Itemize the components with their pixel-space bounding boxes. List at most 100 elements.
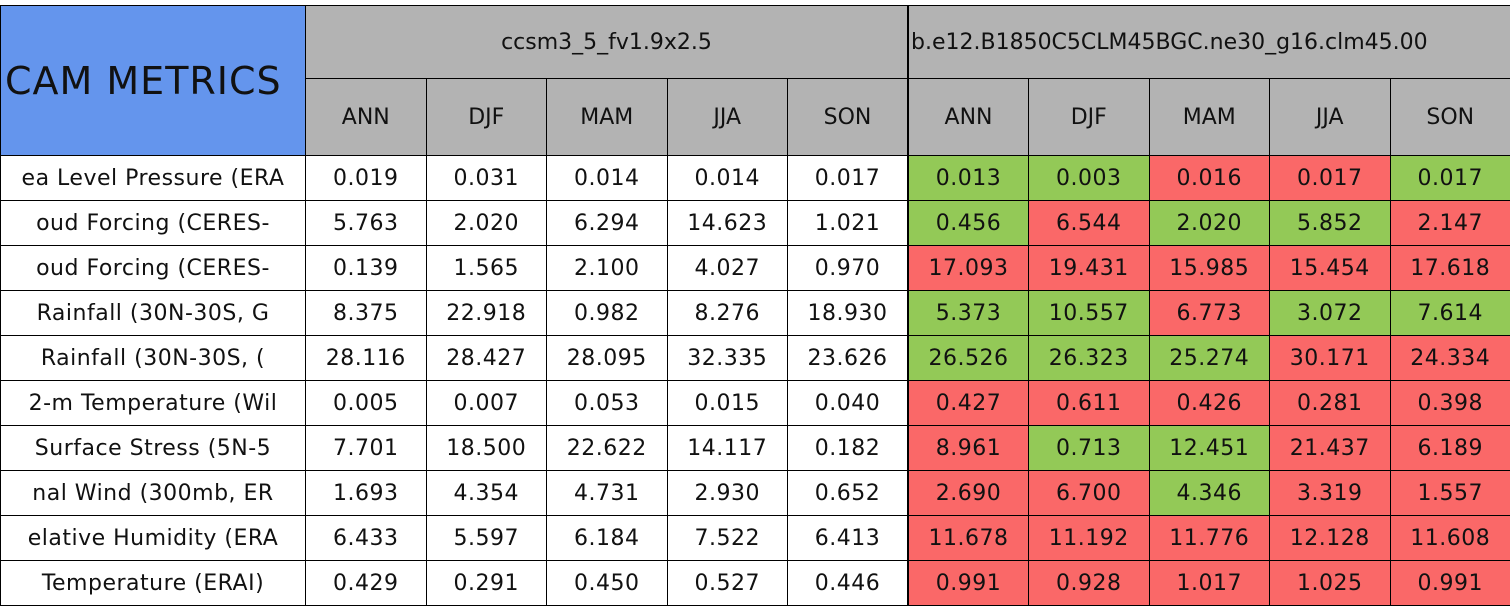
metric-value: 1.017	[1148, 560, 1270, 606]
metric-value: 0.281	[1269, 380, 1391, 426]
metric-value: 0.031	[425, 155, 547, 201]
metric-value: 0.053	[546, 380, 668, 426]
metric-value: 14.117	[666, 425, 788, 471]
metric-value: 0.398	[1389, 380, 1510, 426]
metric-value: 2.020	[425, 200, 547, 246]
metric-value: 0.450	[546, 560, 668, 606]
metric-value: 19.431	[1028, 245, 1150, 291]
metric-value: 12.451	[1148, 425, 1270, 471]
table-wrapper: CAM METRICS ccsm3_5_fv1.9x2.5 b.e12.B1850…	[0, 5, 1510, 606]
metric-value: 0.015	[666, 380, 788, 426]
metric-row: ea Level Pressure (ERA 0.019 0.031 0.014 0.0…	[0, 155, 1510, 201]
metric-value: 6.433	[305, 515, 427, 561]
metric-value: 8.276	[666, 290, 788, 336]
metric-value: 6.294	[546, 200, 668, 246]
metric-value: 11.192	[1028, 515, 1150, 561]
metric-value: 2.100	[546, 245, 668, 291]
metric-value: 0.017	[1389, 155, 1510, 201]
metric-label: Rainfall (30N-30S, G	[0, 290, 306, 336]
metric-value: 15.454	[1269, 245, 1391, 291]
metric-value: 0.014	[546, 155, 668, 201]
metric-value: 0.652	[787, 470, 909, 516]
metric-value: 0.611	[1028, 380, 1150, 426]
metric-label: 2-m Temperature (Wil	[0, 380, 306, 426]
metric-value: 3.319	[1269, 470, 1391, 516]
metric-value: 7.701	[305, 425, 427, 471]
metric-label: nal Wind (300mb, ER	[0, 470, 306, 516]
metric-value: 0.007	[425, 380, 547, 426]
season-header: DJF	[425, 78, 547, 156]
metric-value: 22.918	[425, 290, 547, 336]
metric-value: 3.072	[1269, 290, 1391, 336]
metric-value: 0.040	[787, 380, 909, 426]
metric-value: 0.182	[787, 425, 909, 471]
metric-value: 0.982	[546, 290, 668, 336]
metric-value: 1.025	[1269, 560, 1391, 606]
metric-row: Rainfall (30N-30S, G 8.375 22.918 0.982 8.27…	[0, 290, 1510, 336]
metric-value: 4.346	[1148, 470, 1270, 516]
metric-label: oud Forcing (CERES-	[0, 245, 306, 291]
season-header: MAM	[546, 78, 668, 156]
metric-value: 0.446	[787, 560, 909, 606]
metric-value: 1.557	[1389, 470, 1510, 516]
metric-value: 0.527	[666, 560, 788, 606]
metric-value: 2.147	[1389, 200, 1510, 246]
metric-value: 22.622	[546, 425, 668, 471]
metric-value: 10.557	[1028, 290, 1150, 336]
metric-row: 2-m Temperature (Wil 0.005 0.007 0.053 0.015…	[0, 380, 1510, 426]
season-header: SON	[787, 78, 909, 156]
metric-row: Rainfall (30N-30S, (28.116 28.427 28.095 32…	[0, 335, 1510, 381]
metric-row: nal Wind (300mb, ER 1.693 4.354 4.731 2.930 0…	[0, 470, 1510, 516]
metric-label: oud Forcing (CERES-	[0, 200, 306, 246]
metric-value: 0.005	[305, 380, 427, 426]
metric-value: 0.991	[1389, 560, 1510, 606]
metric-value: 0.019	[305, 155, 427, 201]
metric-row: Temperature (ERAI) 0.429 0.291 0.450 0.527 0.…	[0, 560, 1510, 606]
metric-value: 18.930	[787, 290, 909, 336]
metric-value: 21.437	[1269, 425, 1391, 471]
season-header: JJA	[1269, 78, 1391, 156]
metric-value: 25.274	[1148, 335, 1270, 381]
model-name: ccsm3_5_fv1.9x2.5	[305, 5, 909, 79]
metric-value: 17.093	[907, 245, 1029, 291]
metric-value: 26.526	[907, 335, 1029, 381]
metric-value: 8.375	[305, 290, 427, 336]
metric-value: 0.456	[907, 200, 1029, 246]
metric-value: 6.544	[1028, 200, 1150, 246]
season-header: DJF	[1028, 78, 1150, 156]
metric-value: 5.373	[907, 290, 1029, 336]
metric-value: 17.618	[1389, 245, 1510, 291]
metric-value: 0.713	[1028, 425, 1150, 471]
metric-value: 1.565	[425, 245, 547, 291]
metric-value: 0.017	[1269, 155, 1391, 201]
metric-value: 6.700	[1028, 470, 1150, 516]
metrics-table: CAM METRICS ccsm3_5_fv1.9x2.5 b.e12.B1850…	[0, 5, 1510, 606]
season-header: ANN	[907, 78, 1029, 156]
metric-value: 14.623	[666, 200, 788, 246]
metric-value: 1.693	[305, 470, 427, 516]
metric-label: ea Level Pressure (ERA	[0, 155, 306, 201]
metric-value: 7.614	[1389, 290, 1510, 336]
metric-value: 2.930	[666, 470, 788, 516]
season-header: MAM	[1148, 78, 1270, 156]
metric-value: 11.678	[907, 515, 1029, 561]
metric-value: 5.852	[1269, 200, 1391, 246]
season-header: JJA	[666, 78, 788, 156]
metric-value: 1.021	[787, 200, 909, 246]
metric-value: 0.014	[666, 155, 788, 201]
metric-value: 6.189	[1389, 425, 1510, 471]
metric-value: 30.171	[1269, 335, 1391, 381]
metric-value: 0.970	[787, 245, 909, 291]
metric-value: 28.427	[425, 335, 547, 381]
metric-value: 7.522	[666, 515, 788, 561]
metric-value: 28.095	[546, 335, 668, 381]
metric-row: elative Humidity (ERA 6.433 5.597 6.184 7.52…	[0, 515, 1510, 561]
metric-value: 28.116	[305, 335, 427, 381]
metric-value: 2.690	[907, 470, 1029, 516]
metric-value: 0.991	[907, 560, 1029, 606]
metric-value: 5.763	[305, 200, 427, 246]
metric-value: 32.335	[666, 335, 788, 381]
metric-label: elative Humidity (ERA	[0, 515, 306, 561]
season-header: ANN	[305, 78, 427, 156]
